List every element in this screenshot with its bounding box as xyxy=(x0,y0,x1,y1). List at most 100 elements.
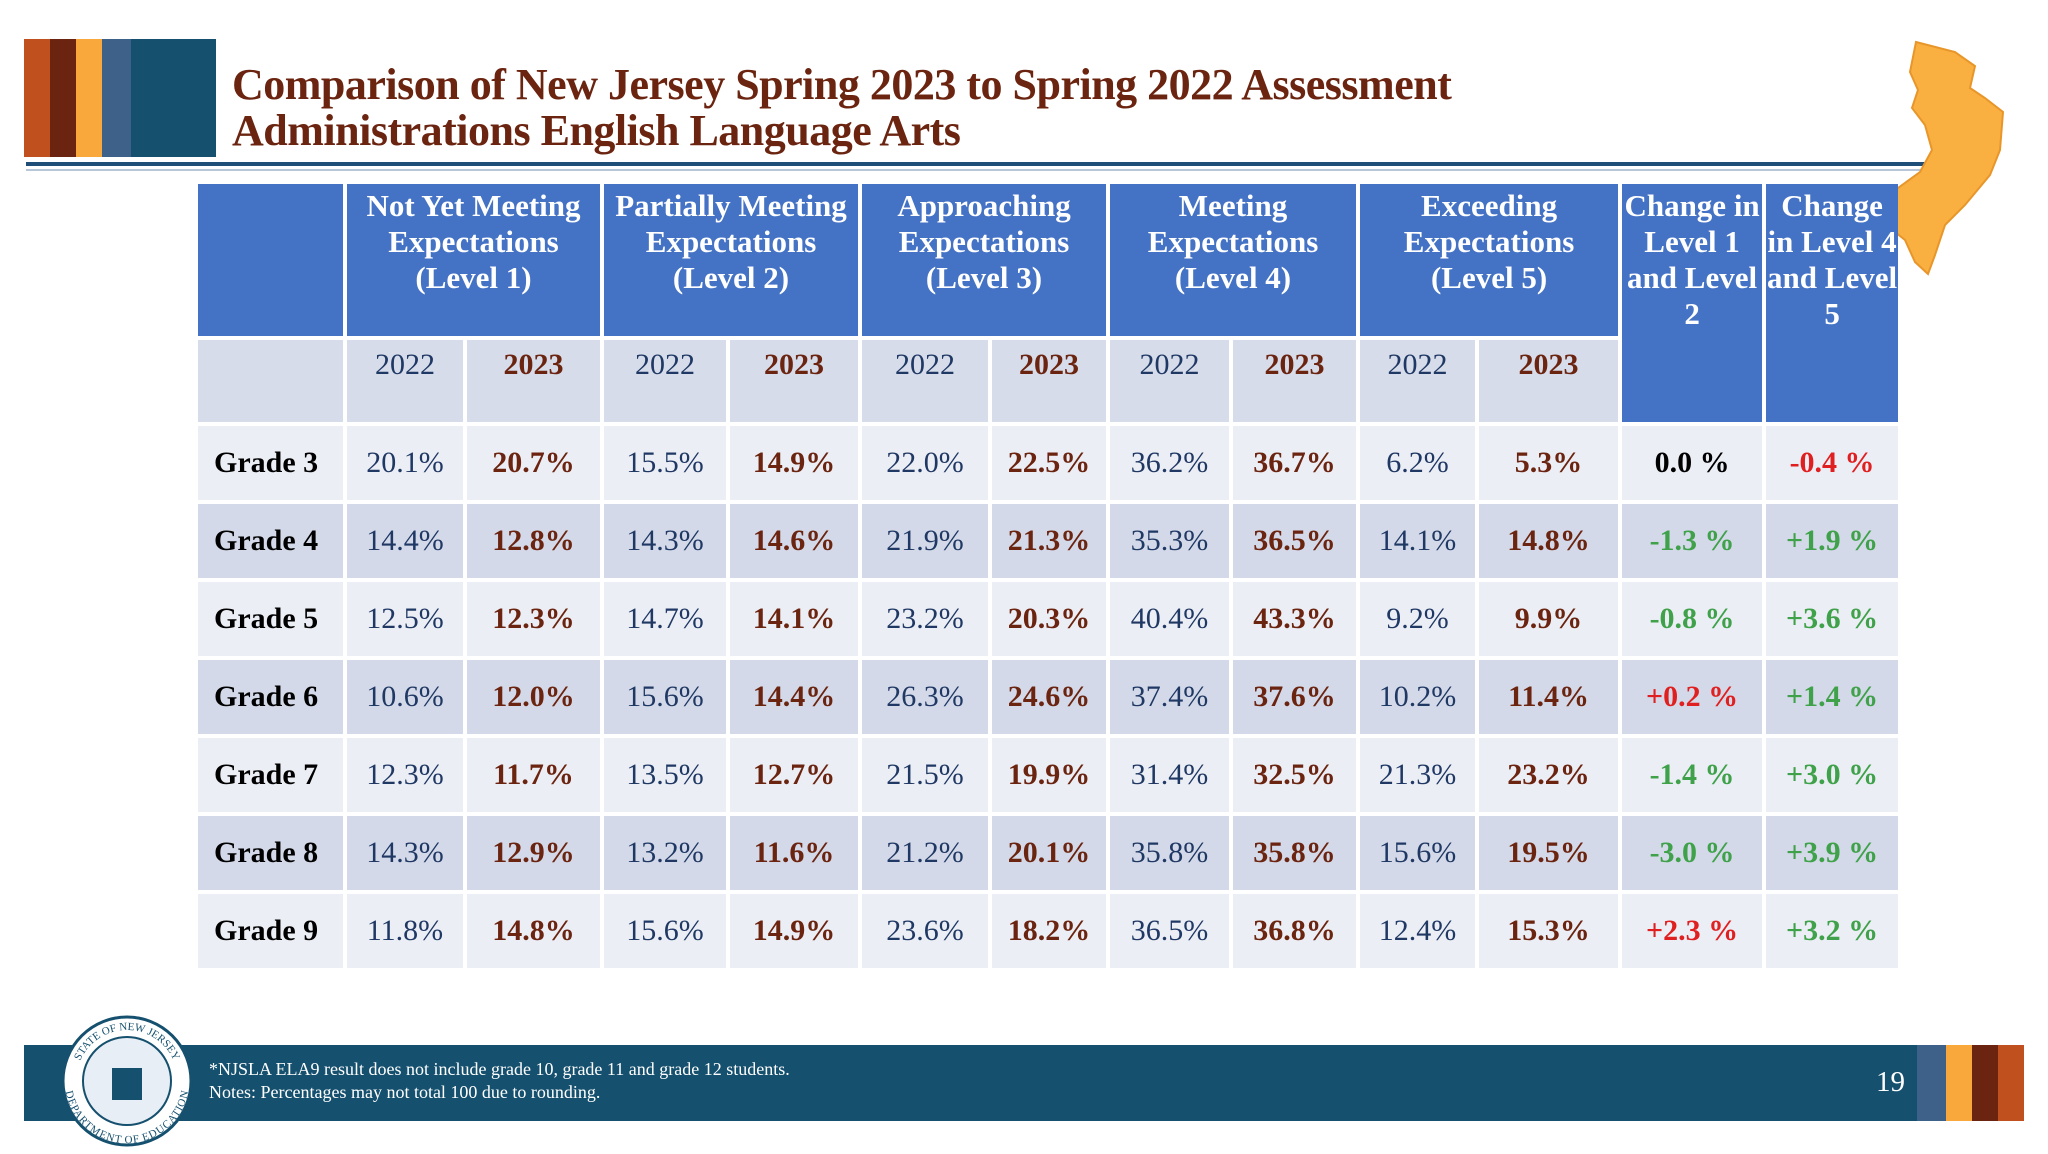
percent-cell: 43.3% xyxy=(1233,582,1357,656)
percent-cell: 15.6% xyxy=(1360,816,1476,890)
grade-row: Grade 6 10.6% 12.0% 15.6% 14.4% 26.3% 24.6% 37.… xyxy=(198,660,1899,734)
percent-cell: 18.2% xyxy=(992,894,1107,968)
percent-cell: 20.1% xyxy=(347,426,463,500)
percent-cell: 11.7% xyxy=(467,738,601,812)
title-line: Comparison of New Jersey Spring 2023 to … xyxy=(232,60,1452,109)
grade-row: Grade 7 12.3% 11.7% 13.5% 12.7% 21.5% 19.9% 31.… xyxy=(198,738,1899,812)
change-cell: +1.4 % xyxy=(1766,660,1899,734)
change-cell: +1.9 % xyxy=(1766,504,1899,578)
percent-cell: 15.6% xyxy=(604,660,727,734)
grade-row: Grade 8 14.3% 12.9% 13.2% 11.6% 21.2% 20.1% 35.… xyxy=(198,816,1899,890)
percent-cell: 24.6% xyxy=(992,660,1107,734)
percent-cell: 12.4% xyxy=(1360,894,1476,968)
percent-cell: 10.6% xyxy=(347,660,463,734)
percent-cell: 12.9% xyxy=(467,816,601,890)
note: Notes: Percentages may not total 100 due… xyxy=(209,1082,601,1102)
grade-label: Grade 6 xyxy=(198,660,343,734)
change-cell: -0.4 % xyxy=(1766,426,1899,500)
percent-cell: 5.3% xyxy=(1479,426,1619,500)
percent-cell: 12.3% xyxy=(347,738,463,812)
percent-cell: 20.3% xyxy=(992,582,1107,656)
percent-cell: 19.9% xyxy=(992,738,1107,812)
grade-row: Grade 9 11.8% 14.8% 15.6% 14.9% 23.6% 18.2% 36.… xyxy=(198,894,1899,968)
percent-cell: 36.2% xyxy=(1110,426,1230,500)
percent-cell: 22.0% xyxy=(862,426,989,500)
percent-cell: 21.3% xyxy=(1360,738,1476,812)
grade-label: Grade 4 xyxy=(198,504,343,578)
group-header: Meeting Expectations (Level 4) xyxy=(1110,184,1357,336)
year-header: 2023 xyxy=(467,340,601,422)
percent-cell: 12.7% xyxy=(730,738,859,812)
percent-cell: 35.8% xyxy=(1110,816,1230,890)
percent-cell: 35.8% xyxy=(1233,816,1357,890)
change-cell: -3.0 % xyxy=(1622,816,1763,890)
percent-cell: 22.5% xyxy=(992,426,1107,500)
percent-cell: 9.2% xyxy=(1360,582,1476,656)
percent-cell: 15.3% xyxy=(1479,894,1619,968)
year-header: 2023 xyxy=(730,340,859,422)
year-header: 2022 xyxy=(604,340,727,422)
percent-cell: 23.6% xyxy=(862,894,989,968)
year-header: 2023 xyxy=(1233,340,1357,422)
change-cell: 0.0 % xyxy=(1622,426,1763,500)
year-header: 2022 xyxy=(862,340,989,422)
percent-cell: 14.9% xyxy=(730,426,859,500)
percent-cell: 11.8% xyxy=(347,894,463,968)
year-row: 2022 2023 2022 2023 2022 2023 2022 2023 2022 2023 xyxy=(198,340,1898,422)
percent-cell: 23.2% xyxy=(1479,738,1619,812)
grade-row: Grade 5 12.5% 12.3% 14.7% 14.1% 23.2% 20.3% 40.… xyxy=(198,582,1899,656)
percent-cell: 15.6% xyxy=(604,894,727,968)
grade-label: Grade 5 xyxy=(198,582,343,656)
percent-cell: 14.8% xyxy=(467,894,601,968)
change-header: Change in Level 4 and Level 5 xyxy=(1766,184,1899,422)
percent-cell: 20.7% xyxy=(467,426,601,500)
percent-cell: 40.4% xyxy=(1110,582,1230,656)
percent-cell: 20.1% xyxy=(992,816,1107,890)
percent-cell: 12.0% xyxy=(467,660,601,734)
year-header: 2022 xyxy=(1110,340,1230,422)
percent-cell: 35.3% xyxy=(1110,504,1230,578)
grade-row: Grade 3 20.1% 20.7% 15.5% 14.9% 22.0% 22.5% 36.… xyxy=(198,426,1899,500)
year-header: 2023 xyxy=(992,340,1107,422)
grade-row: Grade 4 14.4% 12.8% 14.3% 14.6% 21.9% 21.3% 35.… xyxy=(198,504,1899,578)
change-cell: +3.9 % xyxy=(1766,816,1899,890)
percent-cell: 32.5% xyxy=(1233,738,1357,812)
percent-cell: 14.4% xyxy=(347,504,463,578)
change-header: Change in Level 1 and Level 2 xyxy=(1622,184,1763,422)
percent-cell: 21.3% xyxy=(992,504,1107,578)
header-row: Not Yet Meeting Expectations (Level 1) Pa… xyxy=(198,184,1899,422)
percent-cell: 23.2% xyxy=(862,582,989,656)
group-header: Exceeding Expectations (Level 5) xyxy=(1360,184,1619,336)
grade-label: Grade 9 xyxy=(198,894,343,968)
percent-cell: 13.2% xyxy=(604,816,727,890)
percent-cell: 14.9% xyxy=(730,894,859,968)
percent-cell: 26.3% xyxy=(862,660,989,734)
percent-cell: 37.6% xyxy=(1233,660,1357,734)
percent-cell: 36.5% xyxy=(1233,504,1357,578)
percent-cell: 6.2% xyxy=(1360,426,1476,500)
percent-cell: 14.8% xyxy=(1479,504,1619,578)
change-cell: -0.8 % xyxy=(1622,582,1763,656)
percent-cell: 36.5% xyxy=(1110,894,1230,968)
percent-cell: 21.2% xyxy=(862,816,989,890)
percent-cell: 36.7% xyxy=(1233,426,1357,500)
percent-cell: 15.5% xyxy=(604,426,727,500)
corner-cell xyxy=(198,184,343,336)
percent-cell: 21.5% xyxy=(862,738,989,812)
percent-cell: 10.2% xyxy=(1360,660,1476,734)
percent-cell: 14.7% xyxy=(604,582,727,656)
percent-cell: 12.5% xyxy=(347,582,463,656)
title: Comparison of New Jersey Spring 2023 to … xyxy=(232,60,1452,154)
percent-cell: 11.4% xyxy=(1479,660,1619,734)
year-header: 2023 xyxy=(1479,340,1619,422)
percent-cell: 14.1% xyxy=(730,582,859,656)
percent-cell: 9.9% xyxy=(1479,582,1619,656)
change-cell: -1.3 % xyxy=(1622,504,1763,578)
grade-label: Grade 8 xyxy=(198,816,343,890)
change-cell: +2.3 % xyxy=(1622,894,1763,968)
percent-cell: 14.1% xyxy=(1360,504,1476,578)
footnotes: *NJSLA ELA9 result does not include grad… xyxy=(209,1058,790,1104)
percent-cell: 19.5% xyxy=(1479,816,1619,890)
percent-cell: 12.8% xyxy=(467,504,601,578)
